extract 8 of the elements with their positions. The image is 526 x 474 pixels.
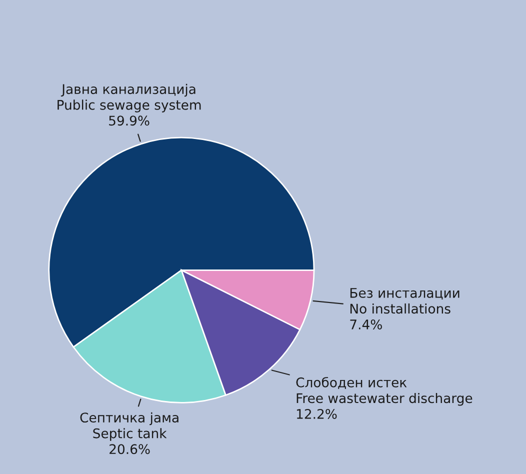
slice-label: Без инсталации No installations bbox=[350, 288, 460, 314]
data-label: 12.2% bbox=[296, 408, 337, 419]
data-label: 20.6% bbox=[110, 444, 150, 454]
data-label: 59.9% bbox=[109, 116, 150, 126]
slice-label: Слободен истек Free wastewater discharge bbox=[296, 376, 472, 406]
data-label: 7.4% bbox=[350, 319, 382, 330]
slice-label: Септичка јама Septic tank bbox=[80, 412, 178, 441]
slice-label: Јавна канализација Public sewage system bbox=[58, 84, 201, 112]
